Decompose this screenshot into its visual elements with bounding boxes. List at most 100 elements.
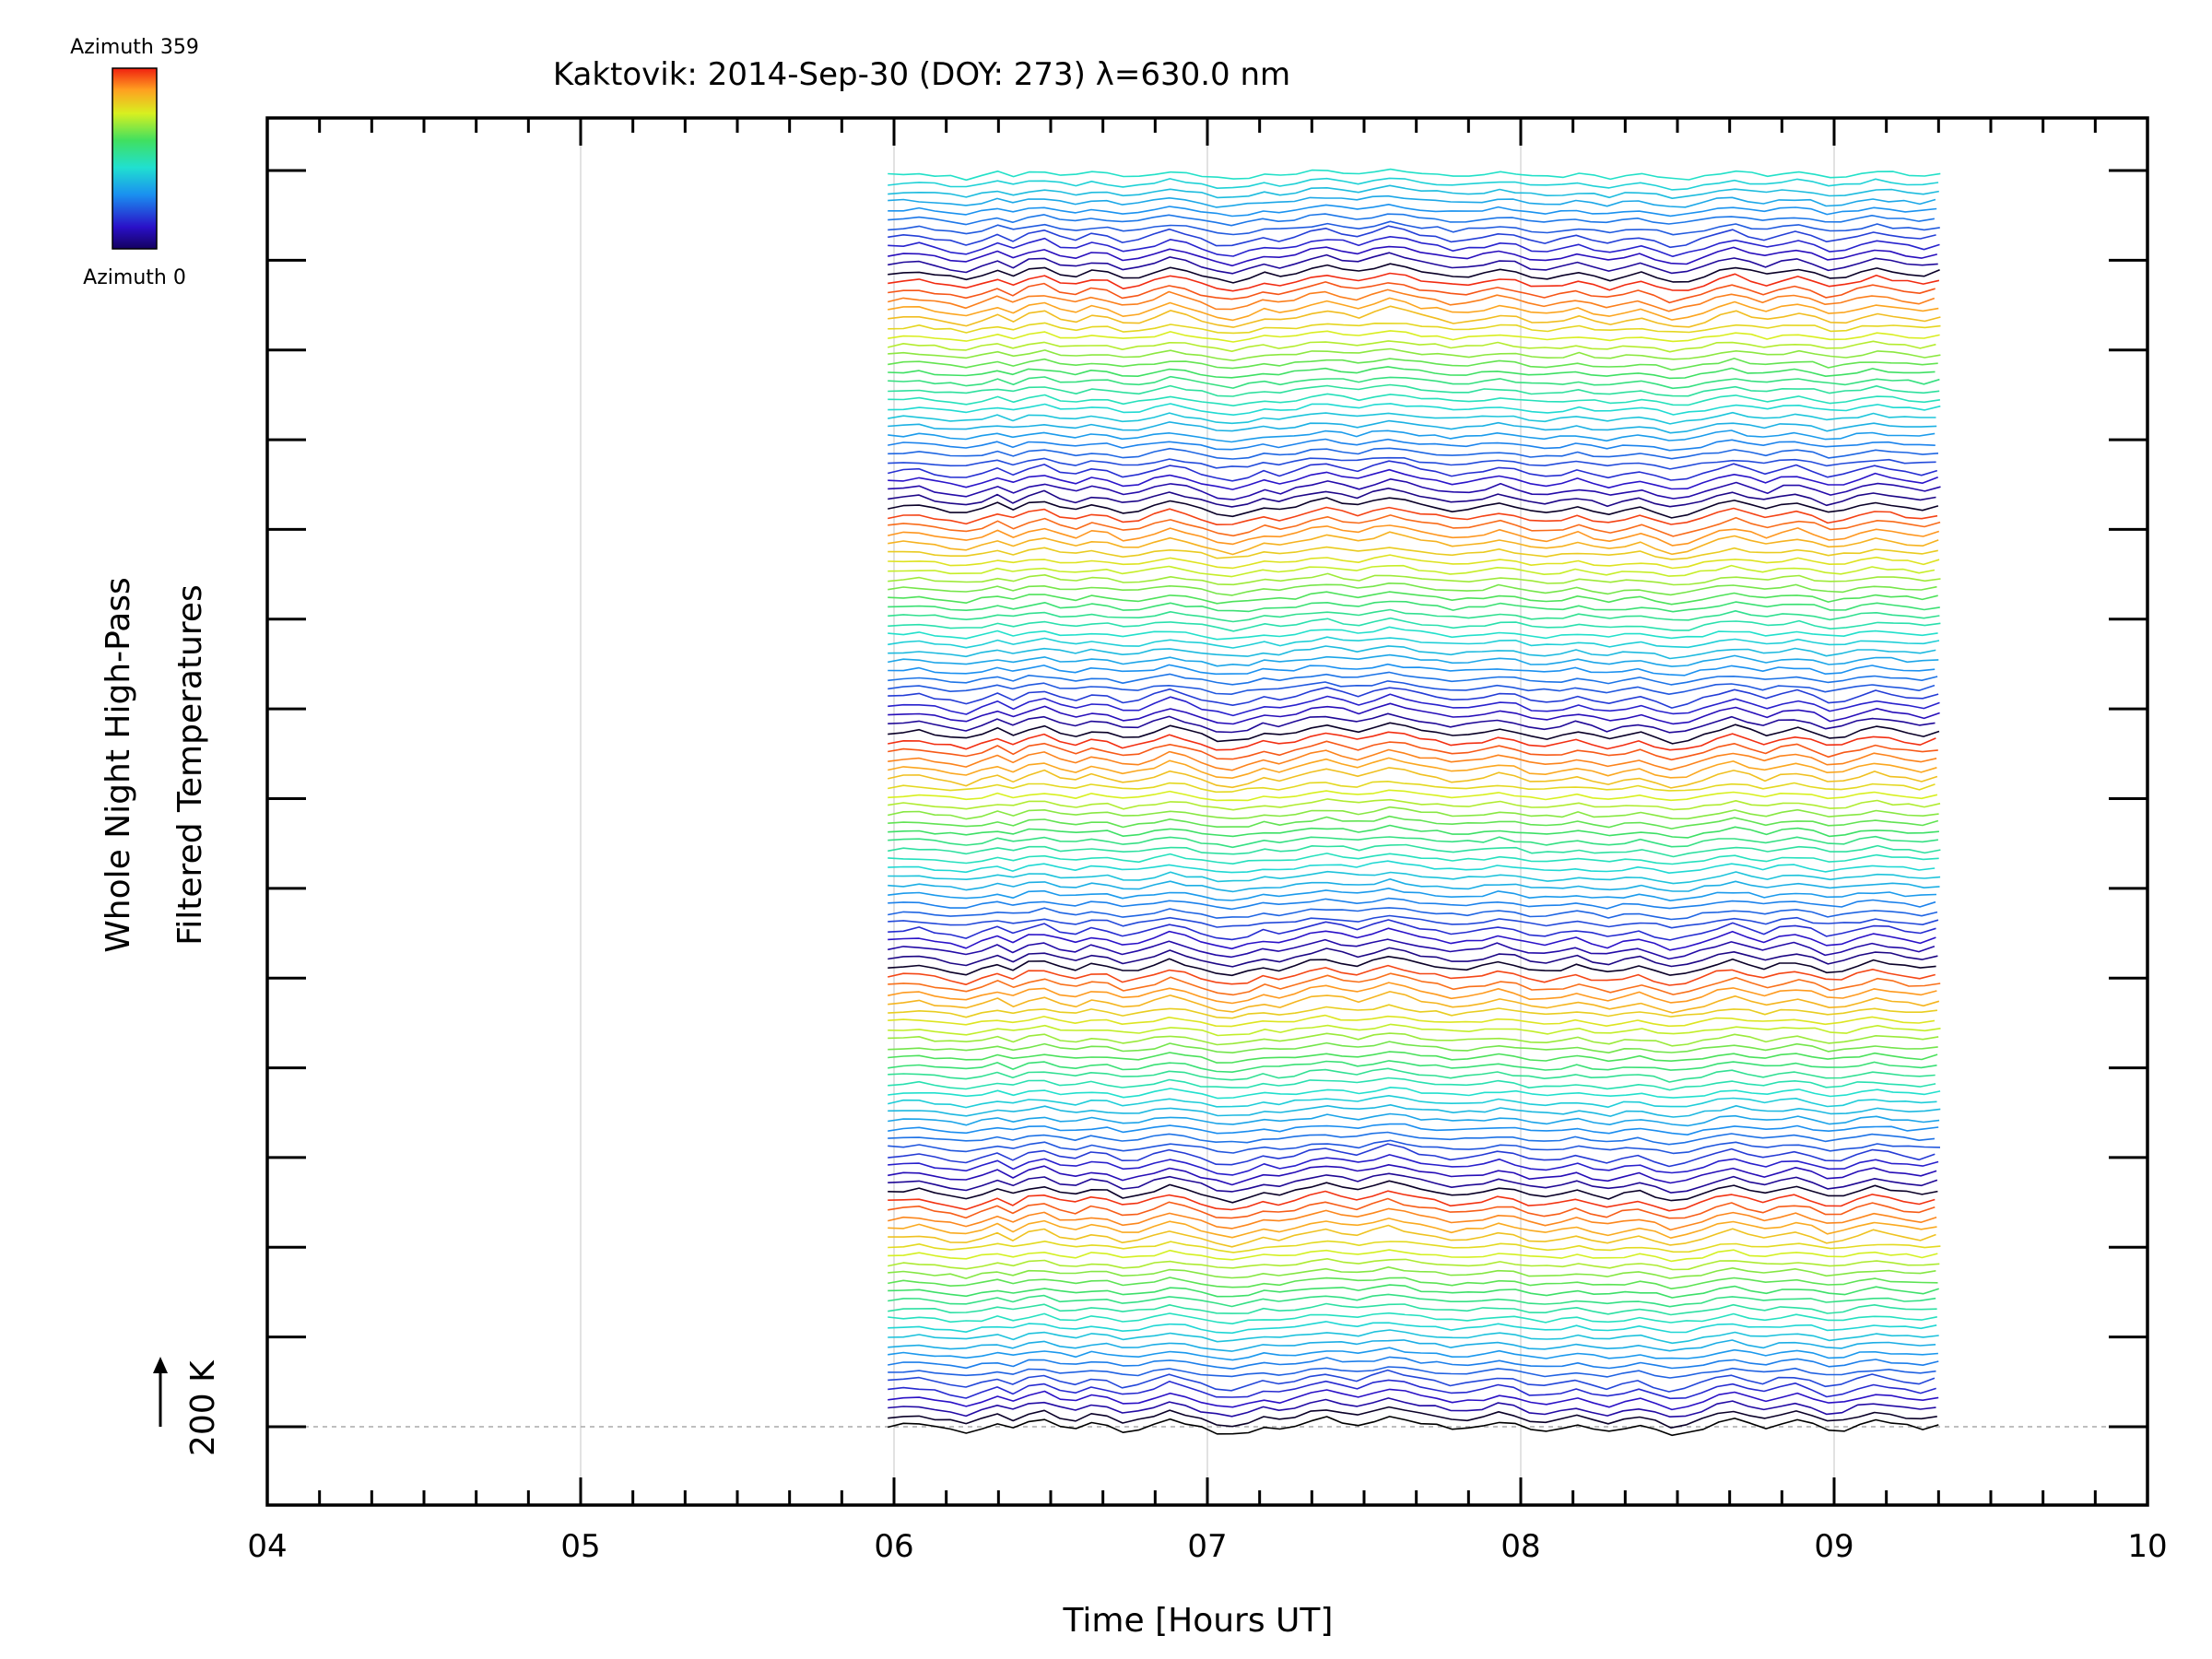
series-line-130: [888, 245, 1937, 267]
series-line-35: [888, 1104, 1941, 1118]
series-line-119: [888, 347, 1941, 361]
series-line-96: [888, 554, 1940, 570]
series-line-64: [888, 843, 1941, 858]
series-line-106: [888, 460, 1938, 482]
series-line-133: [888, 220, 1940, 236]
series-line-24: [888, 1197, 1936, 1219]
grid-layer: [267, 118, 2147, 1505]
series-line-21: [888, 1224, 1936, 1248]
series-line-14: [888, 1293, 1936, 1308]
series-line-36: [888, 1095, 1937, 1109]
series-line-30: [888, 1143, 1936, 1168]
series-line-10: [888, 1329, 1939, 1345]
x-tick-label-05: 05: [560, 1528, 600, 1565]
series-line-61: [888, 870, 1941, 885]
series-line-129: [888, 252, 1938, 275]
series-line-138: [888, 177, 1939, 191]
series-line-53: [888, 938, 1936, 960]
series-line-5: [888, 1369, 1936, 1393]
series-line-131: [888, 236, 1940, 257]
y-axis-label-line1: Whole Night High-Pass: [100, 577, 137, 953]
colorbar-top-label: Azimuth 359: [70, 36, 199, 59]
series-line-3: [888, 1388, 1939, 1411]
series-line-52: [888, 947, 1938, 968]
series-line-120: [888, 340, 1936, 353]
series-line-55: [888, 919, 1936, 941]
series-line-118: [888, 358, 1938, 371]
series-line-107: [888, 456, 1936, 470]
series-line-105: [888, 468, 1938, 490]
series-line-90: [888, 608, 1940, 623]
x-tick-label-06: 06: [874, 1528, 913, 1565]
series-line-116: [888, 375, 1940, 390]
series-line-26: [888, 1180, 1938, 1204]
series-line-67: [888, 815, 1939, 830]
series-line-18: [888, 1258, 1940, 1271]
series-line-81: [888, 687, 1939, 709]
series-line-31: [888, 1139, 1941, 1155]
series-line-87: [888, 636, 1940, 649]
series-line-0: [888, 1416, 1939, 1437]
series-line-51: [888, 956, 1936, 977]
series-line-54: [888, 927, 1936, 951]
series-line-80: [888, 693, 1940, 717]
series-line-29: [888, 1154, 1939, 1176]
series-line-103: [888, 488, 1936, 508]
series-line-8: [888, 1347, 1938, 1361]
series-line-84: [888, 663, 1936, 677]
x-axis-label: Time [Hours UT]: [1063, 1602, 1334, 1640]
series-line-69: [888, 798, 1941, 811]
series-line-127: [888, 272, 1940, 292]
chart-title: Kaktovik: 2014-Sep-30 (DOY: 273) λ=630.0…: [553, 56, 1290, 93]
series-line-13: [888, 1302, 1937, 1316]
series-line-123: [888, 305, 1941, 328]
series-line-70: [888, 789, 1938, 802]
series-line-125: [888, 288, 1936, 312]
series-line-132: [888, 225, 1936, 249]
series-line-25: [888, 1190, 1936, 1212]
colorbar-gradient: [112, 67, 158, 250]
series-line-85: [888, 653, 1939, 667]
y-axis-label-line2: Filtered Temperatures: [171, 584, 209, 946]
series-line-62: [888, 860, 1936, 874]
series-line-135: [888, 204, 1937, 218]
series-line-4: [888, 1379, 1936, 1400]
x-tick-label-04: 04: [247, 1528, 287, 1565]
series-line-124: [888, 297, 1939, 322]
series-line-66: [888, 824, 1939, 839]
series-line-16: [888, 1277, 1938, 1289]
series-line-41: [888, 1051, 1938, 1064]
series-line-83: [888, 671, 1938, 686]
series-line-45: [888, 1014, 1936, 1028]
series-line-110: [888, 429, 1936, 443]
series-line-63: [888, 853, 1939, 865]
series-line-115: [888, 383, 1940, 397]
series-line-68: [888, 806, 1939, 820]
axes-layer: 04 05 06 07 08 09 10: [247, 116, 2168, 1565]
series-line-48: [888, 982, 1937, 1005]
series-line-97: [888, 546, 1938, 560]
scale-label: 200 K: [184, 1359, 222, 1456]
series-line-58: [888, 897, 1936, 911]
series-line-17: [888, 1266, 1936, 1279]
series-line-74: [888, 748, 1937, 771]
series-line-20: [888, 1240, 1941, 1253]
series-line-76: [888, 731, 1936, 751]
series-line-34: [888, 1112, 1940, 1127]
series-line-59: [888, 888, 1937, 901]
series-line-50: [888, 964, 1936, 986]
series-line-32: [888, 1131, 1936, 1146]
series-line-99: [888, 524, 1940, 547]
series-line-113: [888, 403, 1941, 416]
series-line-42: [888, 1041, 1938, 1053]
series-line-6: [888, 1366, 1936, 1379]
series-line-77: [888, 722, 1940, 745]
series-line-93: [888, 582, 1937, 596]
series-line-27: [888, 1172, 1938, 1194]
series-line-102: [888, 497, 1939, 519]
series-line-2: [888, 1397, 1936, 1418]
series-line-112: [888, 411, 1936, 425]
series-line-104: [888, 478, 1941, 500]
series-line-1: [888, 1406, 1937, 1429]
scale-arrow-head: [153, 1357, 168, 1373]
